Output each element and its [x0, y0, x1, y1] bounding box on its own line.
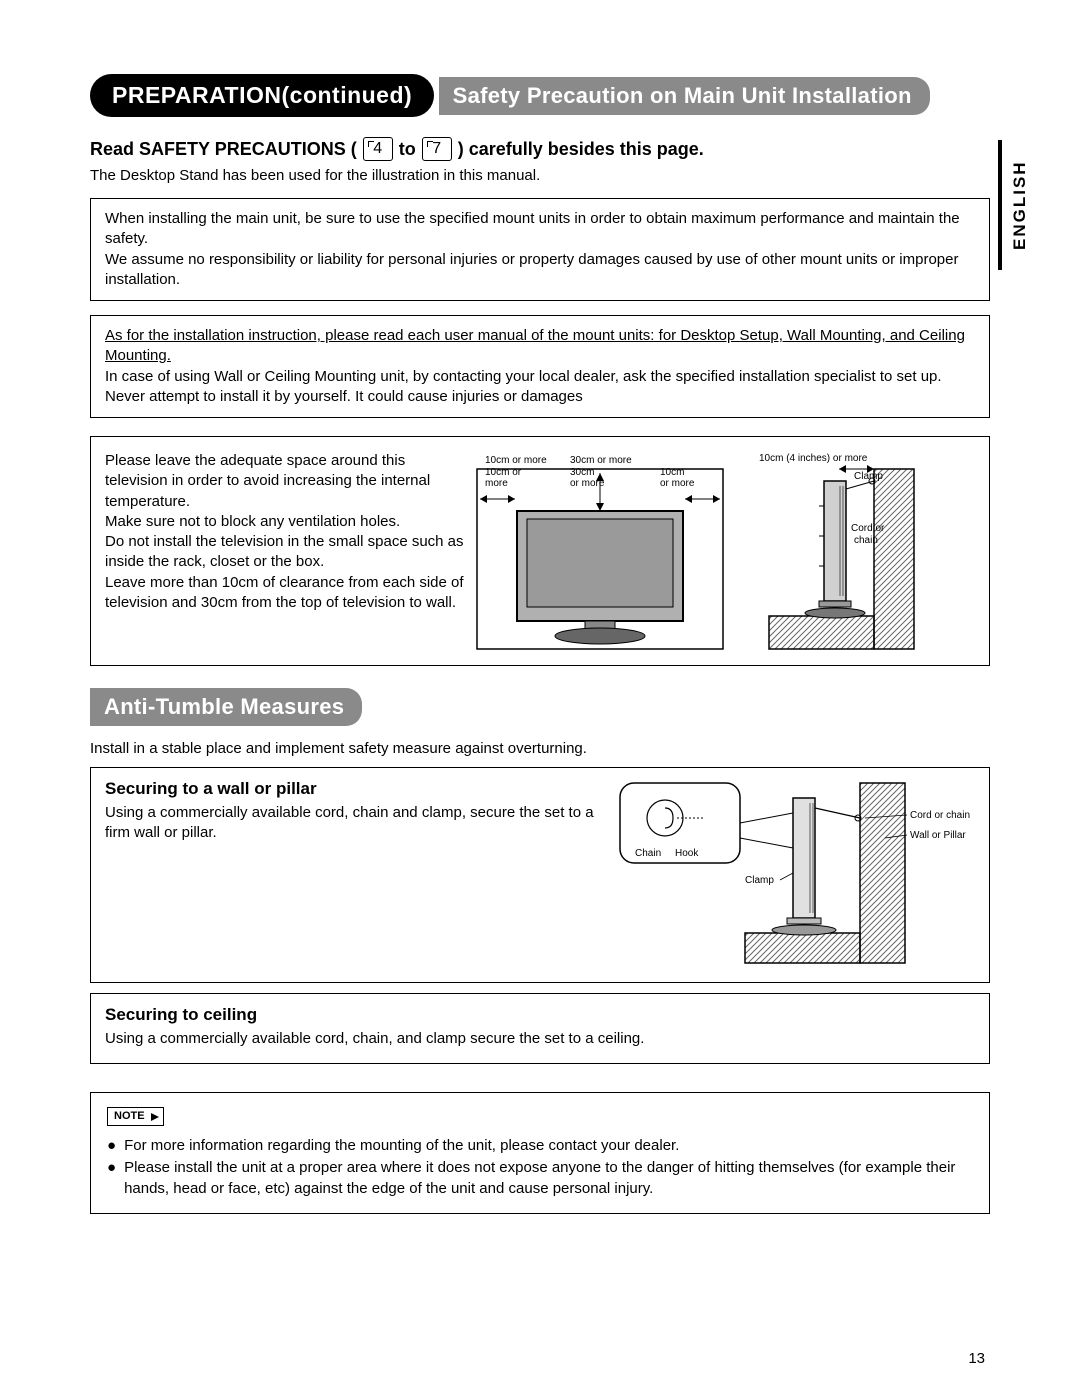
wall-secure-diagram: Chain Hook [615, 778, 975, 968]
section1-header: Safety Precaution on Main Unit Installat… [439, 77, 930, 115]
main-title: PREPARATION(continued) [90, 74, 434, 117]
sub-note: The Desktop Stand has been used for the … [90, 167, 990, 184]
note-b1: For more information regarding the mount… [124, 1136, 679, 1156]
note-label: NOTE [107, 1107, 164, 1126]
spacing-box: Please leave the adequate space around t… [90, 436, 990, 666]
wall-heading: Securing to a wall or pillar [105, 778, 605, 801]
svg-text:or more: or more [660, 478, 695, 489]
warning-box-1: When installing the main unit, be sure t… [90, 198, 990, 301]
page-ref-to: 7 [422, 137, 452, 161]
bullet-dot: ● [107, 1158, 116, 1199]
w-label-cord: Cord or chain [910, 810, 970, 821]
svg-text:10cm: 10cm [660, 467, 684, 478]
tv-front-diagram: 10cm or more 30cm or more 10cm or more 1… [475, 451, 725, 651]
box2-underline: As for the installation instruction, ple… [105, 327, 965, 364]
page-number: 13 [968, 1350, 985, 1367]
note-arrow-icon [151, 1113, 159, 1121]
w-label-chain: Chain [635, 848, 661, 859]
bullet-dot: ● [107, 1136, 116, 1156]
box1-p2: We assume no responsibility or liability… [105, 250, 975, 291]
note-box: NOTE ● For more information regarding the… [90, 1092, 990, 1214]
ceiling-heading: Securing to ceiling [105, 1004, 975, 1027]
svg-text:10cm or: 10cm or [485, 467, 522, 478]
secure-ceiling-box: Securing to ceiling Using a commercially… [90, 993, 990, 1064]
d2-label-top: 10cm (4 inches) or more [759, 453, 868, 464]
tv-side-diagram: 10cm (4 inches) or more [739, 451, 919, 651]
d2-label-cord2: chain [854, 535, 878, 546]
read-mid: to [399, 139, 416, 160]
box2-p: In case of using Wall or Ceiling Mountin… [105, 367, 975, 408]
note-b2: Please install the unit at a proper area… [124, 1158, 973, 1199]
secure-wall-box: Securing to a wall or pillar Using a com… [90, 767, 990, 983]
spacing-text: Please leave the adequate space around t… [105, 451, 465, 613]
read-suffix: ) carefully besides this page. [458, 139, 704, 160]
w-label-wall: Wall or Pillar [910, 830, 966, 841]
page-ref-from: 4 [363, 137, 393, 161]
read-safety-line: Read SAFETY PRECAUTIONS ( 4 to 7 ) caref… [90, 137, 990, 161]
svg-text:more: more [485, 478, 508, 489]
box1-p1: When installing the main unit, be sure t… [105, 209, 975, 250]
wall-text: Using a commercially available cord, cha… [105, 803, 605, 844]
read-prefix: Read SAFETY PRECAUTIONS ( [90, 139, 357, 160]
svg-text:30cm: 30cm [570, 467, 594, 478]
language-tab: ENGLISH [998, 140, 1030, 270]
warning-box-2: As for the installation instruction, ple… [90, 315, 990, 418]
section2-intro: Install in a stable place and implement … [90, 740, 990, 757]
d2-label-cord1: Cord or [851, 523, 885, 534]
note-label-text: NOTE [114, 1109, 145, 1124]
d1-label-top: 30cm or more [570, 455, 632, 466]
ceiling-text: Using a commercially available cord, cha… [105, 1029, 975, 1049]
w-label-clamp: Clamp [745, 875, 774, 886]
w-label-hook: Hook [675, 848, 699, 859]
d2-label-clamp: Clamp [854, 471, 883, 482]
section2-header: Anti-Tumble Measures [90, 688, 362, 726]
d1-label-left: 10cm or more [485, 455, 547, 466]
